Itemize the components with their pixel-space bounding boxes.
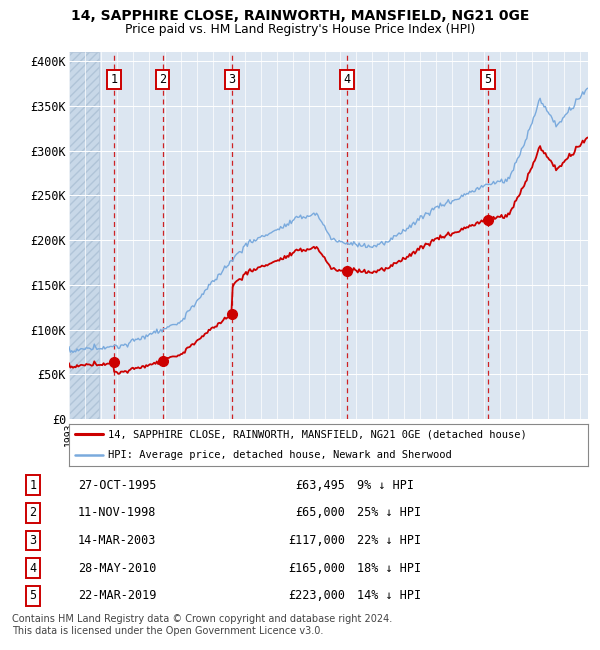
Text: 1: 1 bbox=[110, 73, 118, 86]
Text: 14, SAPPHIRE CLOSE, RAINWORTH, MANSFIELD, NG21 0GE: 14, SAPPHIRE CLOSE, RAINWORTH, MANSFIELD… bbox=[71, 8, 529, 23]
Text: 28-MAY-2010: 28-MAY-2010 bbox=[78, 562, 157, 575]
Text: £223,000: £223,000 bbox=[288, 590, 345, 603]
Text: 14, SAPPHIRE CLOSE, RAINWORTH, MANSFIELD, NG21 0GE (detached house): 14, SAPPHIRE CLOSE, RAINWORTH, MANSFIELD… bbox=[108, 430, 527, 439]
Text: 4: 4 bbox=[29, 562, 37, 575]
Text: 5: 5 bbox=[29, 590, 37, 603]
Text: 3: 3 bbox=[229, 73, 235, 86]
Text: 25% ↓ HPI: 25% ↓ HPI bbox=[357, 506, 421, 519]
Text: Price paid vs. HM Land Registry's House Price Index (HPI): Price paid vs. HM Land Registry's House … bbox=[125, 23, 475, 36]
Text: £165,000: £165,000 bbox=[288, 562, 345, 575]
Text: 1: 1 bbox=[29, 478, 37, 491]
Text: HPI: Average price, detached house, Newark and Sherwood: HPI: Average price, detached house, Newa… bbox=[108, 450, 452, 460]
Text: 27-OCT-1995: 27-OCT-1995 bbox=[78, 478, 157, 491]
Text: 5: 5 bbox=[484, 73, 491, 86]
Text: 4: 4 bbox=[343, 73, 350, 86]
Text: Contains HM Land Registry data © Crown copyright and database right 2024.
This d: Contains HM Land Registry data © Crown c… bbox=[12, 614, 392, 636]
Bar bbox=[69, 52, 100, 419]
Text: 14-MAR-2003: 14-MAR-2003 bbox=[78, 534, 157, 547]
Text: £117,000: £117,000 bbox=[288, 534, 345, 547]
Text: 2: 2 bbox=[159, 73, 166, 86]
Text: 18% ↓ HPI: 18% ↓ HPI bbox=[357, 562, 421, 575]
Text: 14% ↓ HPI: 14% ↓ HPI bbox=[357, 590, 421, 603]
Text: 22-MAR-2019: 22-MAR-2019 bbox=[78, 590, 157, 603]
Text: 22% ↓ HPI: 22% ↓ HPI bbox=[357, 534, 421, 547]
Text: 2: 2 bbox=[29, 506, 37, 519]
Text: 9% ↓ HPI: 9% ↓ HPI bbox=[357, 478, 414, 491]
Text: £65,000: £65,000 bbox=[295, 506, 345, 519]
Text: 11-NOV-1998: 11-NOV-1998 bbox=[78, 506, 157, 519]
Text: 3: 3 bbox=[29, 534, 37, 547]
Text: £63,495: £63,495 bbox=[295, 478, 345, 491]
